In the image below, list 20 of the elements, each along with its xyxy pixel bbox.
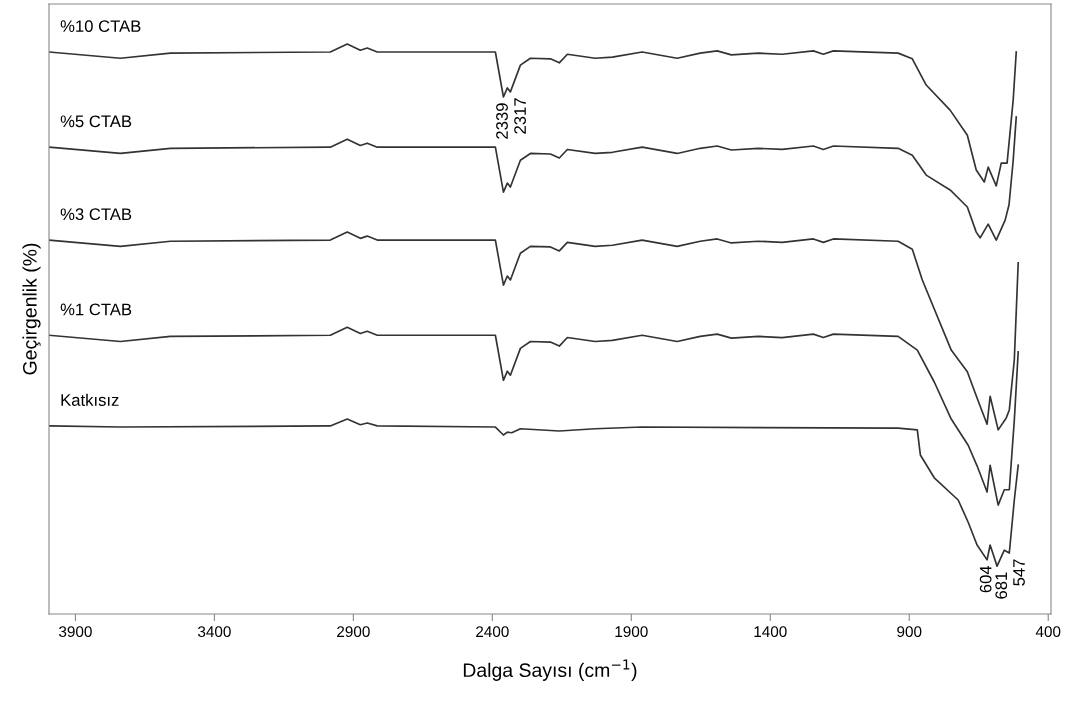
series-label: %1 CTAB — [60, 303, 132, 316]
annotation: 2339 — [496, 103, 508, 139]
annotation: 2317 — [514, 98, 526, 134]
x-tick-label: 1400 — [754, 626, 787, 638]
x-tick-label: 900 — [897, 626, 922, 638]
y-axis-title: Geçirgenlik (%) — [22, 243, 41, 375]
x-tick-label: 1900 — [615, 626, 648, 638]
x-tick-label: 2400 — [476, 626, 509, 638]
series-label: %5 CTAB — [60, 115, 132, 128]
annotation: 681 — [995, 572, 1008, 599]
x-tick-label: 400 — [1035, 626, 1061, 638]
annotation: 547 — [1013, 559, 1025, 586]
annotation: 604 — [979, 565, 992, 593]
x-tick-label: 3400 — [197, 626, 231, 638]
x-axis-title: Dalga Sayısı (cm$^{−1}$) — [463, 659, 637, 681]
x-tick-label: 3900 — [59, 626, 92, 638]
series-label: Katkısız — [61, 393, 119, 406]
series-label: %3 CTAB — [60, 208, 132, 221]
series-label: %10 CTAB — [60, 20, 141, 33]
x-tick-label: 2900 — [337, 626, 370, 638]
